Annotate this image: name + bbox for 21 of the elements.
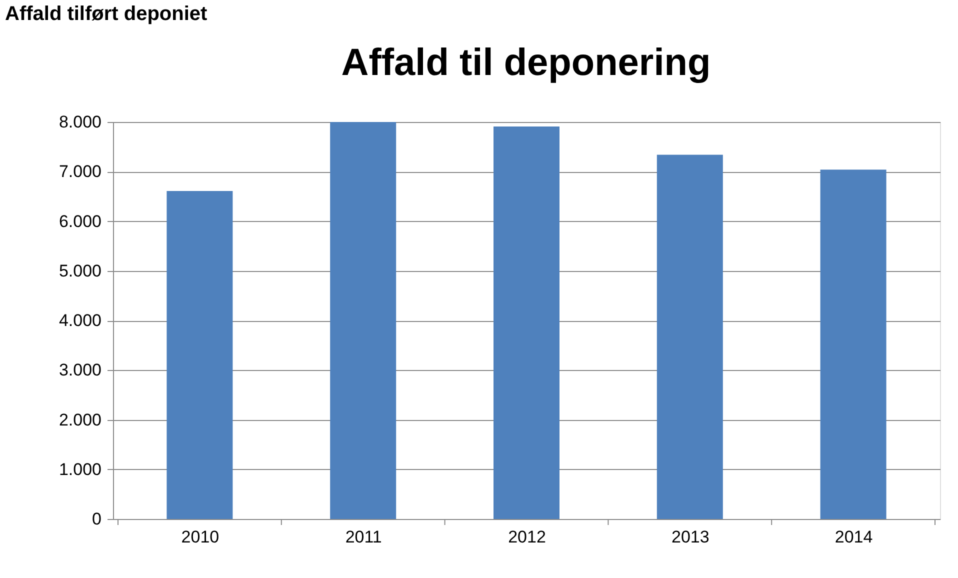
y-tick-label: 3.000 [58, 360, 102, 380]
bar [330, 122, 396, 519]
text: Affald tilført deponiet [5, 3, 208, 25]
bar [494, 126, 560, 519]
y-tick-label: 4.000 [58, 311, 102, 330]
y-tick-label: 7.000 [58, 162, 102, 182]
chart-title: Affald til deponering [341, 42, 711, 84]
y-tick-label: 1.000 [58, 460, 102, 479]
y-tick-label: 6.000 [58, 212, 102, 231]
bar [166, 190, 233, 519]
y-tick-label: 8.000 [58, 112, 102, 132]
y-tick-label: 5.000 [58, 261, 102, 280]
bar [820, 170, 886, 519]
x-tick-label: 2011 [345, 528, 382, 546]
x-tick-label: 2010 [181, 528, 220, 546]
x-tick-label: 2012 [508, 528, 546, 546]
y-tick-label: 2.000 [58, 410, 102, 430]
x-tick-label: 2014 [834, 528, 873, 546]
x-tick-label: 2013 [671, 528, 710, 546]
bar [656, 154, 723, 519]
y-tick-label: 0 [92, 510, 102, 528]
